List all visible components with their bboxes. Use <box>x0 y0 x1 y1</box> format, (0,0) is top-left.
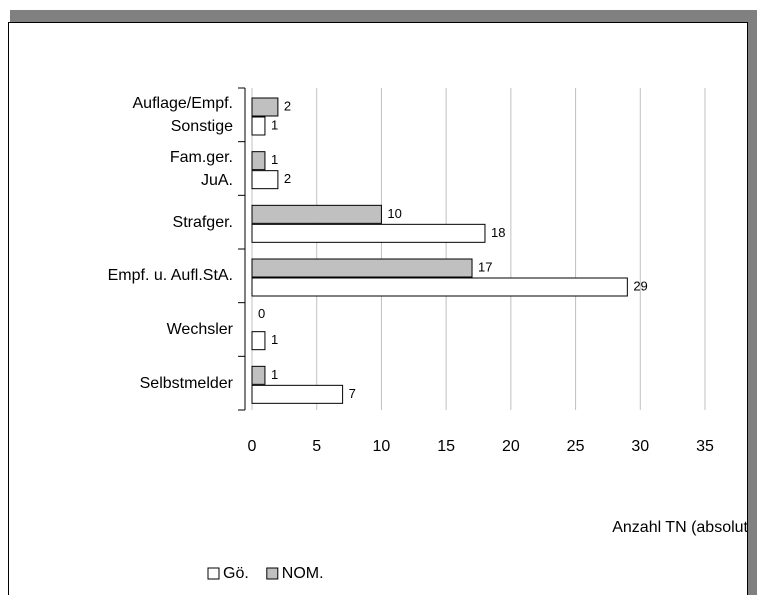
y-tick-label: Wechsler <box>166 321 233 338</box>
x-tick-label: 0 <box>248 438 257 455</box>
x-tick-label: 5 <box>312 438 321 455</box>
data-label: 18 <box>491 225 505 240</box>
data-label: 1 <box>271 117 278 132</box>
x-tick-label: 25 <box>567 438 585 455</box>
y-tick-label: Auflage/Empf. Sonstige <box>132 94 234 135</box>
bar <box>251 384 344 404</box>
y-tick-label: Selbstmelder <box>139 374 233 392</box>
data-label: 2 <box>284 171 291 186</box>
bar <box>251 151 266 171</box>
bar <box>251 258 473 278</box>
frame-top <box>10 10 757 22</box>
legend-label: NOM. <box>282 565 324 582</box>
legend-swatch <box>266 567 279 580</box>
y-tick-label: Strafger. <box>172 213 233 231</box>
y-tick-label: Fam.ger. JuA. <box>169 148 233 189</box>
data-label: 29 <box>633 278 647 293</box>
bar <box>251 97 279 117</box>
data-label: 7 <box>349 386 356 401</box>
bar <box>251 277 628 297</box>
data-label: 10 <box>387 206 401 221</box>
bar <box>251 204 382 224</box>
y-tick-label: Empf. u. Aufl.StA. <box>107 267 233 285</box>
bar <box>251 331 266 351</box>
data-label: 1 <box>271 152 278 167</box>
x-tick-label: 35 <box>696 438 714 455</box>
x-axis-label: Anzahl TN (absolut <box>612 519 748 536</box>
bar <box>251 116 266 136</box>
bar <box>251 365 266 385</box>
frame-shadow <box>748 22 757 595</box>
data-label: 1 <box>271 332 278 347</box>
frame <box>8 22 748 595</box>
x-tick-label: 30 <box>631 438 649 455</box>
legend-swatch <box>207 567 220 580</box>
bar <box>251 170 279 190</box>
x-tick-label: 20 <box>502 438 520 455</box>
x-tick-label: 15 <box>437 438 455 455</box>
legend-label: Gö. <box>223 565 249 582</box>
data-label: 2 <box>284 98 291 113</box>
data-label: 1 <box>271 367 278 382</box>
x-tick-label: 10 <box>373 438 391 455</box>
data-label: 17 <box>478 259 492 274</box>
bar <box>251 223 486 243</box>
data-label: 0 <box>258 306 265 321</box>
